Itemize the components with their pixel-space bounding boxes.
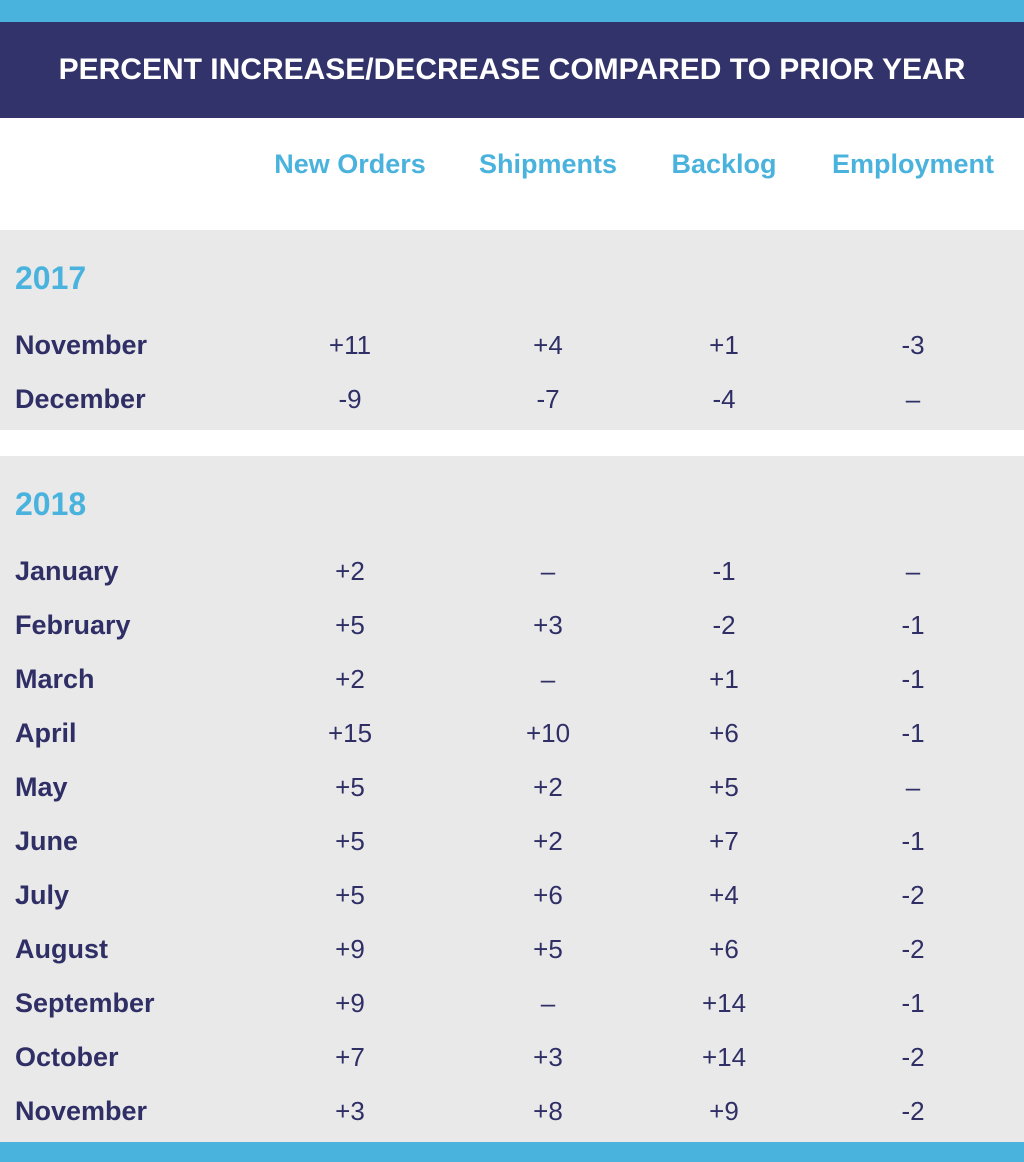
row-label: September xyxy=(15,988,155,1018)
cell-value: +9 xyxy=(709,1096,739,1126)
row-label: July xyxy=(15,880,70,910)
row-label: August xyxy=(15,934,108,964)
cell-value: +6 xyxy=(709,718,739,748)
cell-value: – xyxy=(905,556,921,586)
cell-value: – xyxy=(540,556,556,586)
cell-value: +7 xyxy=(709,826,739,856)
cell-value: -2 xyxy=(712,610,736,640)
cell-value: – xyxy=(540,988,556,1018)
cell-value: +5 xyxy=(335,610,365,640)
cell-value: -2 xyxy=(901,1096,925,1126)
cell-value: +7 xyxy=(335,1042,365,1072)
cell-value: – xyxy=(540,664,556,694)
cell-value: +4 xyxy=(533,330,563,360)
cell-value: +2 xyxy=(533,826,563,856)
cell-value: -2 xyxy=(901,1042,925,1072)
title: PERCENT INCREASE/DECREASE COMPARED TO PR… xyxy=(58,53,966,86)
cell-value: +8 xyxy=(533,1096,563,1126)
top-bar xyxy=(0,0,1024,22)
cell-value: – xyxy=(905,384,921,414)
section-background xyxy=(0,456,1024,1142)
cell-value: +3 xyxy=(335,1096,365,1126)
cell-value: +5 xyxy=(533,934,563,964)
cell-value: +10 xyxy=(525,718,571,748)
title-bar xyxy=(0,22,1024,118)
cell-value: +2 xyxy=(335,664,365,694)
row-label: March xyxy=(15,664,95,694)
cell-value: +6 xyxy=(533,880,563,910)
cell-value: -4 xyxy=(712,384,736,414)
row-label: October xyxy=(15,1042,119,1072)
cell-value: +2 xyxy=(335,556,365,586)
cell-value: -9 xyxy=(338,384,362,414)
cell-value: -1 xyxy=(901,610,925,640)
cell-value: -7 xyxy=(536,384,560,414)
year-heading: 2017 xyxy=(15,260,87,296)
cell-value: +9 xyxy=(335,934,365,964)
cell-value: +3 xyxy=(533,1042,563,1072)
cell-value: +9 xyxy=(335,988,365,1018)
cell-value: +2 xyxy=(533,772,563,802)
cell-value: -1 xyxy=(901,718,925,748)
row-label: December xyxy=(15,384,146,414)
cell-value: +5 xyxy=(335,880,365,910)
cell-value: -2 xyxy=(901,934,925,964)
row-label: May xyxy=(15,772,68,802)
row-label: February xyxy=(15,610,131,640)
cell-value: +6 xyxy=(709,934,739,964)
cell-value: -1 xyxy=(901,826,925,856)
cell-value: +4 xyxy=(709,880,739,910)
bottom-bar xyxy=(0,1138,1024,1162)
year-heading: 2018 xyxy=(15,486,87,522)
section-background xyxy=(0,230,1024,430)
cell-value: – xyxy=(905,772,921,802)
column-header: New Orders xyxy=(274,149,426,179)
row-label: November xyxy=(15,330,148,360)
column-header: Employment xyxy=(831,149,995,179)
cell-value: +3 xyxy=(533,610,563,640)
column-header: Shipments xyxy=(478,149,618,179)
row-label: June xyxy=(15,826,79,856)
cell-value: -3 xyxy=(901,330,925,360)
column-header: Backlog xyxy=(671,149,777,179)
cell-value: +11 xyxy=(328,330,372,360)
cell-value: -2 xyxy=(901,880,925,910)
cell-value: +5 xyxy=(335,826,365,856)
cell-value: -1 xyxy=(901,988,925,1018)
cell-value: -1 xyxy=(901,664,925,694)
cell-value: +1 xyxy=(709,664,739,694)
cell-value: +14 xyxy=(701,988,747,1018)
cell-value: +14 xyxy=(701,1042,747,1072)
cell-value: -1 xyxy=(712,556,736,586)
row-label: January xyxy=(15,556,119,586)
cell-value: +5 xyxy=(335,772,365,802)
row-label: April xyxy=(15,718,77,748)
cell-value: +1 xyxy=(709,330,739,360)
cell-value: +5 xyxy=(709,772,739,802)
row-label: November xyxy=(15,1096,148,1126)
cell-value: +15 xyxy=(327,718,373,748)
